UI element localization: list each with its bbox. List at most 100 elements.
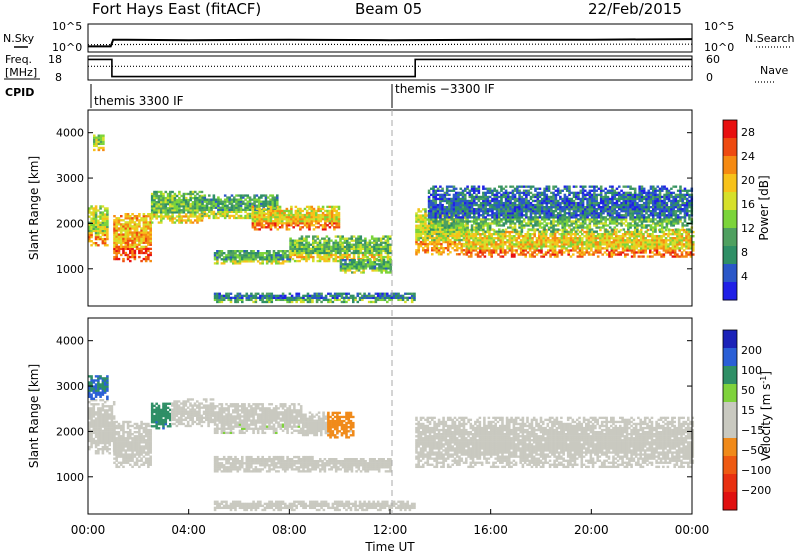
heatmap-cell (299, 226, 302, 229)
heatmap-cell (97, 235, 100, 239)
heatmap-cell (196, 211, 199, 214)
heatmap-cell (605, 241, 609, 244)
heatmap-cell (576, 243, 580, 246)
heatmap-cell (236, 250, 240, 253)
heatmap-cell (678, 233, 681, 236)
heatmap-cell (488, 226, 492, 229)
heatmap-cell (510, 253, 514, 256)
heatmap-cell (371, 267, 374, 270)
heatmap-cell (590, 247, 593, 250)
heatmap-cell (470, 251, 473, 254)
heatmap-cell (470, 189, 474, 192)
heatmap-cell (565, 201, 569, 205)
heatmap-cell (217, 210, 220, 214)
heatmap-cell (115, 249, 118, 253)
heatmap-cell (276, 200, 279, 203)
heatmap-cell (90, 244, 93, 247)
heatmap-cell (528, 253, 532, 256)
heatmap-cell (133, 239, 137, 242)
heatmap-cell (511, 226, 515, 229)
heatmap-cell (236, 256, 240, 259)
heatmap-cell (196, 192, 199, 196)
heatmap-cell (355, 245, 358, 249)
heatmap-cell (443, 208, 447, 211)
heatmap-cell (538, 245, 541, 248)
heatmap-cell (171, 211, 174, 214)
heatmap-cell (339, 249, 342, 253)
heatmap-cell (213, 258, 217, 261)
heatmap-cell (440, 253, 443, 256)
heatmap-cell (449, 214, 452, 217)
heatmap-cell (200, 219, 204, 222)
heatmap-cell (588, 220, 592, 223)
heatmap-cell (689, 241, 693, 244)
heatmap-cell (101, 237, 105, 241)
heatmap-cell (124, 215, 128, 218)
heatmap-cell (375, 267, 379, 270)
heatmap-cell (162, 217, 165, 220)
heatmap-cell (178, 217, 181, 220)
heatmap-cell (432, 214, 435, 217)
heatmap-cell (633, 255, 636, 258)
heatmap-cell (442, 249, 445, 252)
heatmap-cell (324, 215, 327, 219)
heatmap-cell (462, 226, 466, 229)
heatmap-cell (101, 219, 105, 222)
heatmap-cell (525, 208, 528, 211)
heatmap-cell (275, 256, 278, 259)
heatmap-cell (500, 199, 503, 203)
heatmap-cell (528, 249, 532, 252)
heatmap-cell (455, 238, 459, 242)
heatmap-cell (218, 250, 221, 253)
heatmap-cell (563, 230, 567, 233)
heatmap-cell (140, 229, 143, 232)
heatmap-cell (196, 201, 199, 204)
heatmap-cell (427, 214, 431, 217)
heatmap-cell (432, 197, 435, 201)
heatmap-cell (617, 253, 620, 256)
heatmap-cell (99, 235, 102, 239)
heatmap-cell (135, 245, 139, 249)
heatmap-cell (464, 201, 467, 205)
heatmap-cell (522, 189, 526, 192)
heatmap-cell (542, 237, 546, 240)
heatmap-cell (465, 218, 468, 221)
heatmap-cell (477, 206, 481, 209)
heatmap-cell (511, 197, 515, 201)
heatmap-cell (302, 247, 306, 251)
heatmap-cell (576, 255, 580, 258)
heatmap-cell (458, 240, 461, 244)
heatmap-cell (135, 233, 139, 236)
heatmap-cell (90, 221, 93, 224)
heatmap-cell (244, 208, 247, 212)
heatmap-cell (479, 206, 483, 209)
heatmap-cell (583, 243, 586, 246)
heatmap-cell (442, 214, 445, 217)
heatmap-cell (492, 249, 496, 252)
heatmap-cell (664, 233, 668, 236)
heatmap-cell (328, 220, 332, 223)
heatmap-cell (515, 233, 518, 236)
heatmap-cell (201, 200, 204, 203)
heatmap-cell (144, 249, 148, 253)
heatmap-cell (520, 216, 524, 219)
heatmap-cell (285, 222, 289, 225)
heatmap-cell (310, 215, 314, 219)
heatmap-cell (281, 211, 284, 215)
heatmap-cell (303, 218, 307, 221)
heatmap-cell (162, 207, 165, 210)
heatmap-cell (549, 245, 552, 248)
heatmap-cell (430, 208, 433, 211)
heatmap-cell (353, 271, 356, 274)
heatmap-cell (556, 218, 560, 221)
heatmap-cell (117, 235, 121, 238)
heatmap-cell (233, 210, 236, 214)
heatmap-cell (334, 255, 338, 259)
heatmap-cell (189, 192, 192, 196)
heatmap-cell (260, 226, 264, 229)
heatmap-cell (590, 185, 594, 188)
heatmap-cell (316, 243, 320, 246)
heatmap-cell (519, 245, 523, 248)
heatmap-cell (191, 221, 195, 224)
heatmap-cell (251, 202, 254, 205)
